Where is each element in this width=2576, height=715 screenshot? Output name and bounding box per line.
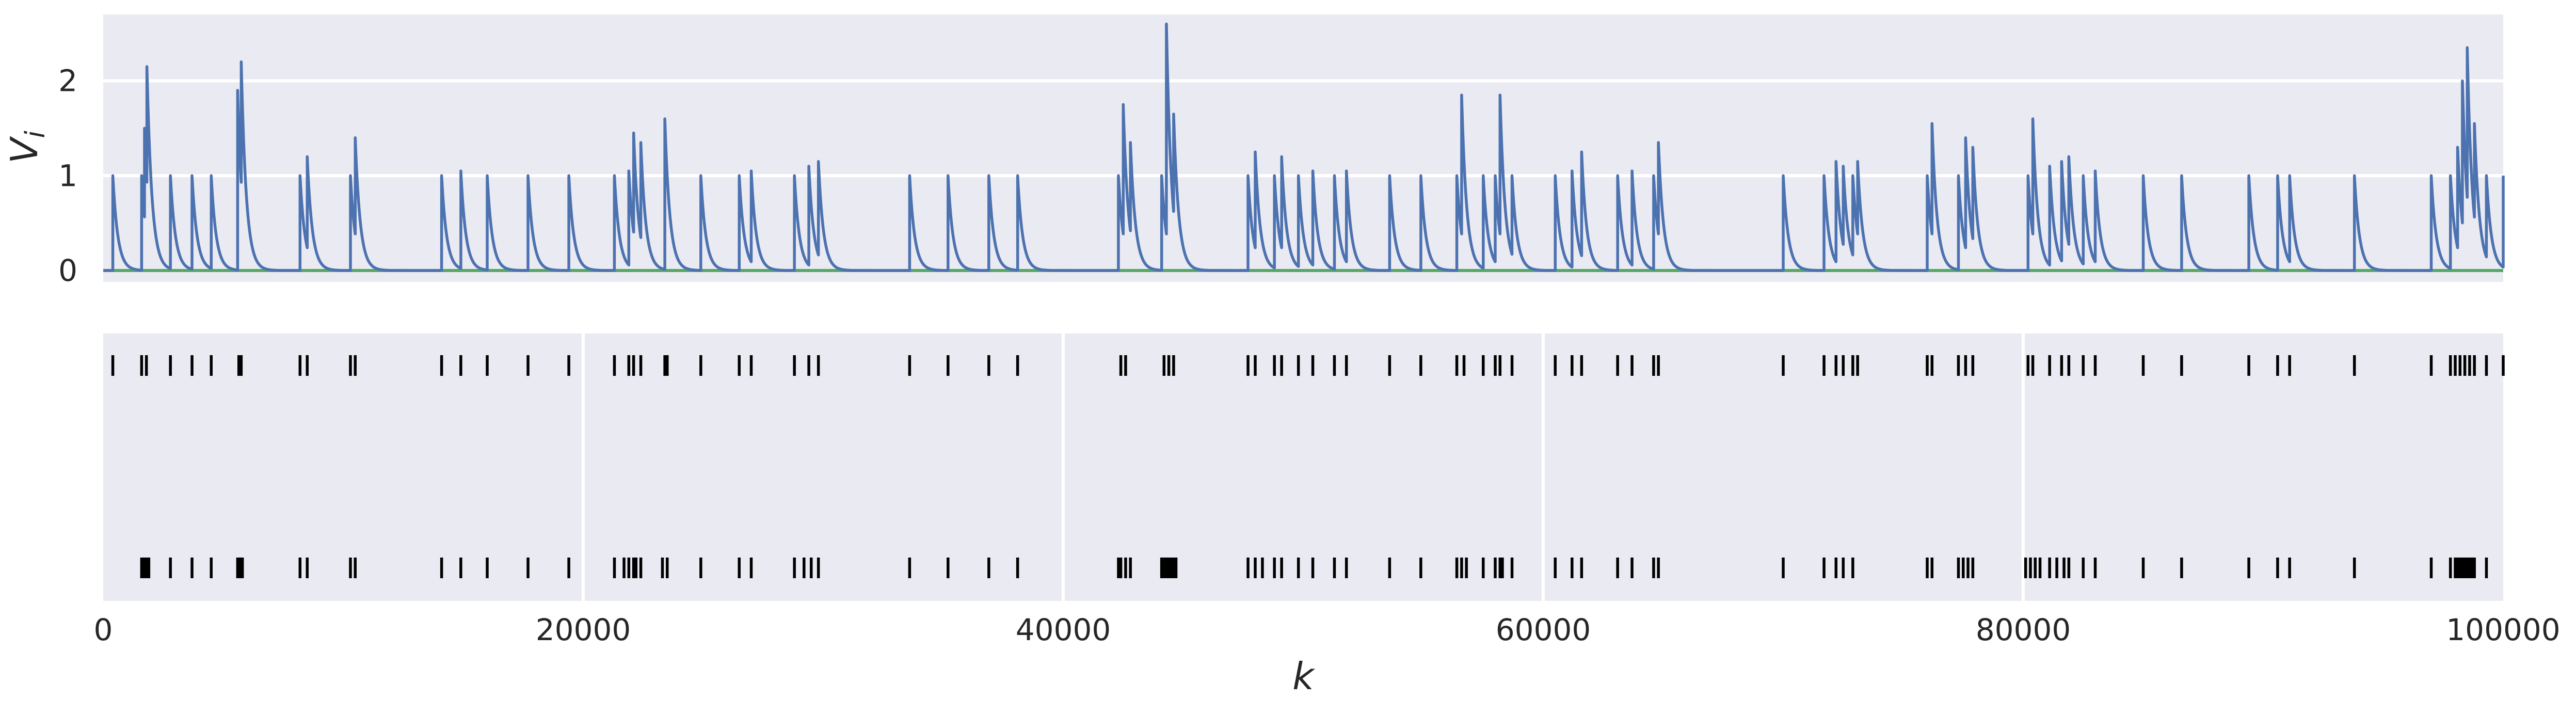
spike-raster <box>111 355 2505 578</box>
y-tick-label: 2 <box>58 63 77 99</box>
bottom-gridlines <box>582 333 2025 601</box>
x-axis-label: k <box>1292 655 1316 698</box>
x-tick-label: 60000 <box>1496 612 1591 647</box>
y-axis-label: Vi <box>3 131 51 164</box>
x-tick-label: 20000 <box>536 612 631 647</box>
y-axis-label-main: V <box>3 136 46 164</box>
bottom-axes-background <box>103 333 2503 601</box>
x-tick-label: 40000 <box>1016 612 1111 647</box>
voltage-trace-panel: 0 1 2 Vi <box>3 14 2505 288</box>
y-tick-label: 1 <box>58 158 77 193</box>
x-tick-labels: 0 20000 40000 60000 80000 100000 <box>94 612 2561 647</box>
x-tick-label: 0 <box>94 612 113 647</box>
y-tick-label: 0 <box>58 253 77 288</box>
voltage-trace-line <box>102 22 2505 272</box>
x-tick-label: 100000 <box>2446 612 2560 647</box>
y-axis-label-subscript: i <box>20 131 51 138</box>
x-tick-label: 80000 <box>1976 612 2071 647</box>
spike-raster-panel: 0 20000 40000 60000 80000 100000 k <box>94 333 2561 698</box>
top-y-tick-labels: 0 1 2 <box>58 63 77 288</box>
